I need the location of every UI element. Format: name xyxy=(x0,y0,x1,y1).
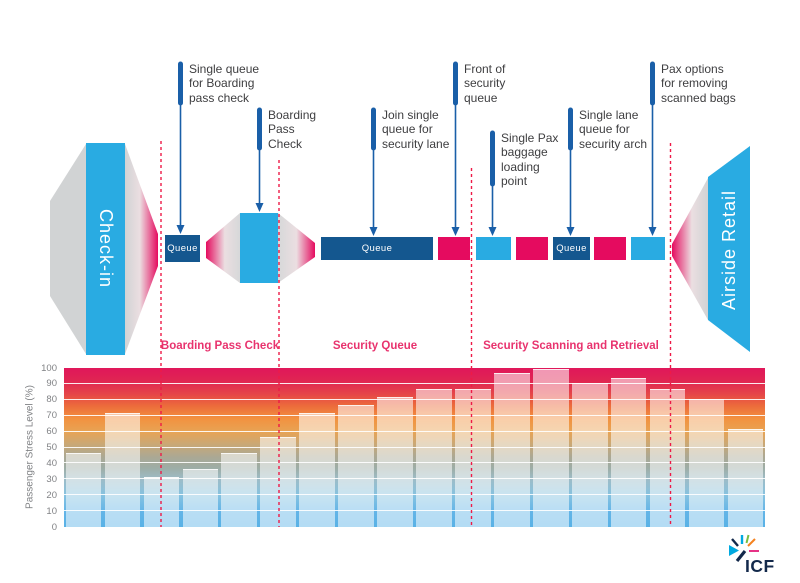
y-tick-label-10: 10 xyxy=(46,505,57,517)
gridline-50 xyxy=(64,446,765,448)
gridline-60 xyxy=(64,430,765,432)
stress-bar-9 xyxy=(377,397,413,527)
chart-plot xyxy=(64,368,765,527)
annotation-single-pax-baggage: Single Pax baggage loading point xyxy=(501,131,559,188)
section-label-boarding-pass-check: Boarding Pass Check xyxy=(160,340,280,352)
queue-box-3-label: Queue xyxy=(556,243,587,254)
checkin-block: Check-in xyxy=(86,143,125,355)
airside-retail-label: Airside Retail xyxy=(718,189,739,311)
stress-bar-17 xyxy=(688,398,725,527)
section-label-security-queue: Security Queue xyxy=(332,340,418,352)
y-tick-label-70: 70 xyxy=(46,410,57,422)
stress-bar-10 xyxy=(416,389,452,527)
annotation-pax-options-bags: Pax options for removing scanned bags xyxy=(661,62,736,105)
y-tick-label-40: 40 xyxy=(46,457,57,469)
y-tick-label-60: 60 xyxy=(46,426,57,438)
checkin-label: Check-in xyxy=(96,209,116,289)
section-label-security-scanning: Security Scanning and Retrieval xyxy=(483,340,659,352)
airside-retail-block: Airside Retail xyxy=(706,150,752,350)
stress-bar-15 xyxy=(610,378,647,527)
stress-bar-12 xyxy=(494,373,530,527)
stress-bar-4 xyxy=(182,468,219,527)
gridline-70 xyxy=(64,414,765,416)
stress-bar-13 xyxy=(533,368,569,527)
annotation-single-queue-boarding: Single queue for Boarding pass check xyxy=(189,62,260,105)
y-tick-label-90: 90 xyxy=(46,378,57,390)
stress-bar-11 xyxy=(455,389,491,527)
stress-bar-14 xyxy=(571,382,608,527)
queue-box-1-label: Queue xyxy=(167,243,198,254)
security-stage-pink-2 xyxy=(516,237,548,260)
icf-logo-text: ICF xyxy=(745,556,775,576)
queue-box-3: Queue xyxy=(553,237,590,260)
gridline-80 xyxy=(64,398,765,400)
y-tick-label-30: 30 xyxy=(46,473,57,485)
y-tick-label-100: 100 xyxy=(41,362,57,374)
queue-box-2: Queue xyxy=(321,237,433,260)
annotation-front-of-security: Front of security queue xyxy=(464,62,506,105)
annotation-join-single-queue: Join single queue for security lane xyxy=(382,108,450,151)
annotation-single-lane-queue: Single lane queue for security arch xyxy=(579,108,648,151)
gridline-40 xyxy=(64,462,765,464)
y-tick-label-20: 20 xyxy=(46,489,57,501)
stress-bar-16 xyxy=(649,389,686,527)
gridline-20 xyxy=(64,494,765,496)
security-stage-pink-3 xyxy=(594,237,626,260)
queue-box-2-label: Queue xyxy=(361,243,393,254)
gridline-30 xyxy=(64,478,765,480)
y-tick-label-80: 80 xyxy=(46,394,57,406)
stress-bar-6 xyxy=(260,436,296,527)
security-stage-pink-1 xyxy=(438,237,470,260)
stress-bar-1 xyxy=(65,452,102,527)
boarding-pass-check-box xyxy=(240,213,278,283)
stress-bar-7 xyxy=(299,413,335,527)
gridline-10 xyxy=(64,510,765,512)
y-tick-label-50: 50 xyxy=(46,442,57,453)
gridline-90 xyxy=(64,382,765,384)
stress-bar-8 xyxy=(338,405,374,527)
stress-bar-2 xyxy=(104,413,141,527)
stress-bar-18 xyxy=(727,429,764,527)
annotation-boarding-pass-check: Boarding Pass Check xyxy=(268,108,317,151)
bag-retrieval-box xyxy=(631,237,665,260)
baggage-loading-box xyxy=(476,237,511,260)
stress-bar-5 xyxy=(221,452,258,527)
queue-box-1: Queue xyxy=(165,235,200,262)
y-tick-label-0: 0 xyxy=(51,521,57,533)
y-axis-ticks: 0 10 20 30 40 50 60 70 80 90 100 xyxy=(0,363,57,533)
